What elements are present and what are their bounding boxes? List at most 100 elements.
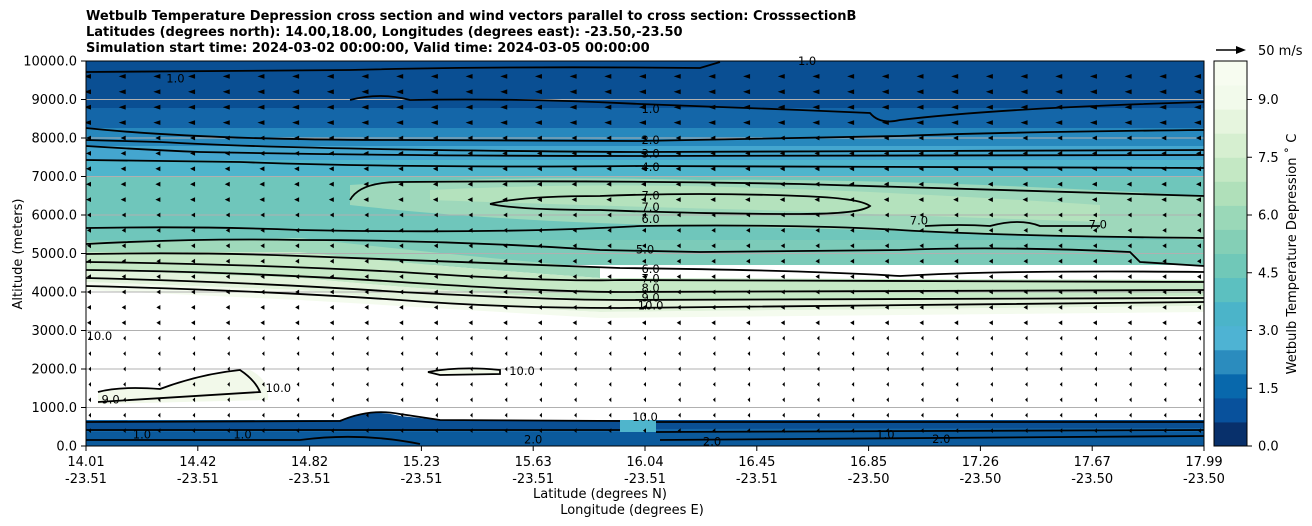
wind-vector-arrow	[296, 412, 300, 418]
wind-vector-arrow	[118, 89, 126, 95]
wind-vector-arrow	[955, 412, 959, 418]
wind-vector-arrow	[329, 243, 334, 249]
wind-vector-arrow	[1197, 243, 1201, 249]
y-tick-label: 7000.0	[32, 170, 78, 185]
wind-vector-arrow	[292, 74, 300, 79]
wind-vector-arrow	[123, 366, 126, 372]
wind-vector-arrow	[816, 335, 820, 341]
wind-vector-arrow	[121, 274, 126, 279]
wind-vector-arrow	[88, 335, 91, 341]
wind-vector-arrow	[641, 197, 646, 202]
wind-vector-arrow	[469, 428, 473, 433]
wind-vector-arrow	[537, 320, 542, 326]
wind-vector-arrow	[192, 351, 196, 356]
wind-vector-arrow	[260, 258, 265, 264]
wind-vector-arrow	[1057, 197, 1063, 202]
wind-vector-arrow	[433, 228, 438, 233]
contour-label: 5.0	[636, 243, 654, 257]
contour-label: 10.0	[638, 298, 664, 312]
x-tick-label-lat: 14.01	[67, 455, 104, 470]
wind-vector-arrow	[987, 181, 993, 187]
wind-vector-arrow	[1197, 228, 1201, 233]
wind-vector-arrow	[329, 305, 334, 310]
x-tick-label-lon: -23.51	[624, 472, 666, 487]
wind-vector-arrow	[86, 120, 91, 125]
wind-vector-arrow	[847, 104, 855, 110]
wind-vector-arrow	[537, 243, 542, 249]
wind-vector-arrow	[711, 305, 716, 310]
wind-vector-arrow	[504, 428, 508, 433]
wind-vector-arrow	[465, 89, 473, 95]
contour-lines	[86, 61, 1204, 445]
wind-vector-arrow	[676, 258, 681, 264]
contour-label: 2.0	[524, 432, 542, 446]
wind-vector-arrow	[1162, 258, 1167, 264]
wind-vector-arrow	[156, 243, 161, 249]
wind-vector-arrow	[987, 135, 993, 141]
wind-vector-arrow	[295, 289, 300, 295]
wind-vector-arrow	[118, 74, 126, 79]
wind-vector-arrow	[502, 181, 508, 187]
wind-vector-arrow	[643, 412, 646, 418]
wind-vector-arrow	[990, 412, 993, 418]
wind-vector-arrow	[400, 412, 404, 418]
x-tick-label-lat: 15.63	[515, 455, 552, 470]
wind-vector-arrow	[328, 181, 334, 187]
wind-vector-arrow	[639, 74, 646, 79]
wind-vector-arrow	[574, 397, 577, 403]
wind-vector-arrow	[885, 428, 889, 433]
wind-vector-arrow	[918, 181, 924, 187]
wind-vector-arrow	[569, 104, 577, 110]
wind-vector-arrow	[123, 351, 126, 356]
wind-vector-arrow	[743, 89, 751, 95]
wind-vector-arrow	[224, 135, 230, 141]
wind-vector-arrow	[779, 166, 785, 172]
wind-vector-arrow	[1094, 351, 1097, 356]
wind-vector-arrow	[86, 151, 91, 156]
wind-vector-arrow	[503, 212, 508, 218]
wind-vector-arrow	[779, 151, 785, 156]
wind-vector-arrow	[329, 320, 334, 326]
wind-vector-arrow	[1124, 120, 1132, 125]
wind-vector-arrow	[643, 428, 646, 433]
wind-vector-arrow	[881, 89, 889, 95]
wind-vector-arrow	[1022, 181, 1028, 187]
wind-vector-arrow	[1094, 397, 1097, 403]
wind-vector-arrow	[607, 212, 612, 218]
wind-vector-arrow	[921, 397, 924, 403]
wind-vector-arrow	[746, 228, 751, 233]
wind-vector-arrow	[121, 243, 126, 249]
wind-vector-arrow	[954, 228, 959, 233]
wind-vector-arrow	[884, 320, 889, 326]
wind-vector-arrow	[467, 151, 473, 156]
wind-vector-arrow	[1020, 74, 1028, 79]
wind-vector-arrow	[782, 366, 785, 372]
wind-vector-arrow	[951, 74, 959, 79]
wind-vector-arrow	[884, 258, 889, 264]
wind-vector-arrow	[157, 335, 161, 341]
colorbar-segment	[1214, 229, 1247, 254]
x-tick-label-lat: 16.04	[626, 455, 663, 470]
wind-vector-arrow	[156, 305, 161, 310]
wind-vector-arrow	[1058, 289, 1063, 295]
wind-vector-arrow	[921, 351, 924, 356]
wind-vector-arrow	[608, 382, 612, 387]
x-tick-label-lon: -23.51	[289, 472, 331, 487]
wind-vector-arrow	[990, 382, 993, 387]
wind-vector-arrow	[1124, 74, 1132, 79]
contour-label: 9.0	[101, 393, 119, 407]
wind-vector-arrow	[642, 243, 646, 249]
colorbar	[1214, 61, 1247, 447]
wind-vector-arrow	[883, 197, 889, 202]
wind-vector-arrow	[921, 335, 924, 341]
wind-vector-arrow	[747, 397, 751, 403]
wind-vector-arrow	[953, 135, 959, 141]
y-tick-label: 4000.0	[32, 286, 78, 301]
wind-vector-arrow	[747, 382, 751, 387]
wind-vector-arrow	[257, 74, 265, 79]
wind-vector-arrow	[673, 120, 681, 125]
contour-line-7b	[489, 193, 872, 215]
wind-vector-arrow	[990, 366, 993, 372]
wind-vector-arrow	[884, 289, 889, 295]
